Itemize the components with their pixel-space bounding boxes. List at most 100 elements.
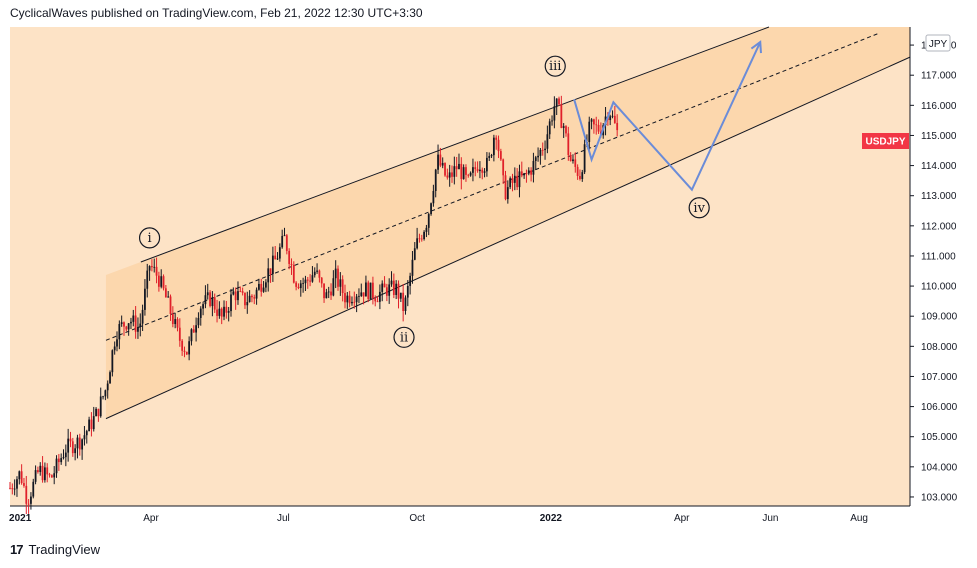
- time-tick-label: Oct: [409, 513, 425, 524]
- candle: [232, 287, 235, 296]
- candle: [271, 246, 274, 282]
- price-axis[interactable]: 103.000 104.000 105.000 106.000 107.000 108.0…: [909, 27, 958, 506]
- candle-body: [188, 341, 191, 355]
- candle: [55, 455, 58, 478]
- candle-body: [185, 351, 188, 355]
- candle-body: [297, 286, 300, 289]
- currency-badge[interactable]: JPY: [925, 34, 951, 52]
- candle-body: [593, 119, 595, 125]
- candle-body: [492, 137, 495, 156]
- tradingview-logo-icon[interactable]: 17: [10, 542, 24, 557]
- candle-body: [206, 292, 209, 296]
- price-tick-label: 103.000: [921, 492, 958, 503]
- time-axis[interactable]: 2021 Apr Jul Oct 2022 Apr Jun Aug: [9, 505, 910, 524]
- candle-body: [39, 465, 42, 473]
- candle-body: [546, 134, 549, 149]
- candle: [76, 434, 79, 459]
- candle: [53, 466, 56, 485]
- candle-body: [469, 172, 472, 176]
- candle-body: [274, 255, 277, 260]
- candle-body: [64, 452, 67, 458]
- candle: [241, 287, 244, 296]
- price-tick-label: 114.000: [921, 161, 957, 172]
- candle-body: [432, 190, 435, 204]
- candle: [532, 152, 535, 183]
- candle: [174, 312, 177, 329]
- candle-body: [348, 295, 351, 304]
- candle-body: [548, 121, 551, 135]
- candle-body: [258, 283, 260, 290]
- candle-body: [253, 297, 256, 299]
- candle: [57, 453, 60, 471]
- candle-body: [164, 288, 167, 298]
- candle-body: [506, 187, 509, 200]
- candle: [483, 168, 486, 178]
- channel-lower-line[interactable]: [105, 56, 911, 420]
- candle: [27, 499, 30, 514]
- footer-brand[interactable]: TradingView: [28, 542, 101, 557]
- candle: [562, 123, 565, 138]
- candle: [211, 291, 214, 317]
- candle-body: [27, 503, 30, 505]
- wave-label-iii: iii: [544, 55, 566, 77]
- candle-body: [423, 231, 425, 240]
- candle-body: [581, 172, 584, 180]
- candle: [30, 492, 32, 510]
- channel-upper-line[interactable]: [140, 26, 770, 263]
- candle: [565, 125, 567, 137]
- candle-body: [409, 275, 412, 286]
- candle: [462, 164, 465, 180]
- candle: [225, 300, 228, 319]
- candle-body: [30, 496, 32, 504]
- time-tick-label: Jul: [277, 513, 290, 524]
- candle: [99, 387, 102, 418]
- candle-body: [446, 175, 449, 178]
- candle-body: [439, 154, 442, 166]
- candle: [153, 258, 156, 273]
- candle-body: [290, 263, 293, 266]
- price-tick-label: 113.000: [921, 191, 957, 202]
- candle: [492, 134, 495, 162]
- candle: [593, 118, 595, 134]
- candle: [285, 233, 288, 255]
- candle: [260, 278, 263, 297]
- candle: [362, 292, 365, 305]
- candle-body: [525, 173, 528, 175]
- price-tick-label: 117.000: [921, 71, 957, 82]
- candle: [553, 96, 556, 129]
- candle-body: [264, 282, 267, 288]
- candle: [246, 291, 249, 314]
- candle-body: [420, 238, 423, 240]
- candle: [216, 299, 218, 323]
- candle-body: [346, 295, 349, 303]
- candle-body: [430, 203, 432, 215]
- channel-mid-line[interactable]: [105, 32, 880, 341]
- candle-body: [260, 283, 263, 292]
- candle-body: [50, 475, 53, 478]
- candle: [130, 317, 132, 329]
- candle: [504, 170, 507, 201]
- candle: [609, 114, 612, 126]
- candle: [458, 153, 460, 170]
- candle-body: [483, 171, 486, 173]
- publication-header: CyclicalWaves published on TradingView.c…: [10, 6, 423, 20]
- candle: [278, 243, 281, 262]
- candle: [209, 290, 211, 308]
- candle-body: [325, 292, 328, 299]
- candle: [360, 283, 363, 297]
- candle-body: [151, 266, 153, 268]
- candle-body: [374, 297, 377, 302]
- candle-body: [92, 416, 95, 430]
- candle: [13, 479, 16, 496]
- candle-body: [488, 156, 491, 158]
- candle-body: [241, 291, 244, 293]
- forecast-path[interactable]: [573, 41, 762, 192]
- candle: [171, 306, 174, 328]
- candle-body: [269, 268, 272, 275]
- candle-body: [434, 169, 437, 191]
- candle: [281, 229, 284, 249]
- candle: [390, 271, 393, 287]
- candle-body: [558, 98, 560, 105]
- price-tick-label: 104.000: [921, 462, 958, 473]
